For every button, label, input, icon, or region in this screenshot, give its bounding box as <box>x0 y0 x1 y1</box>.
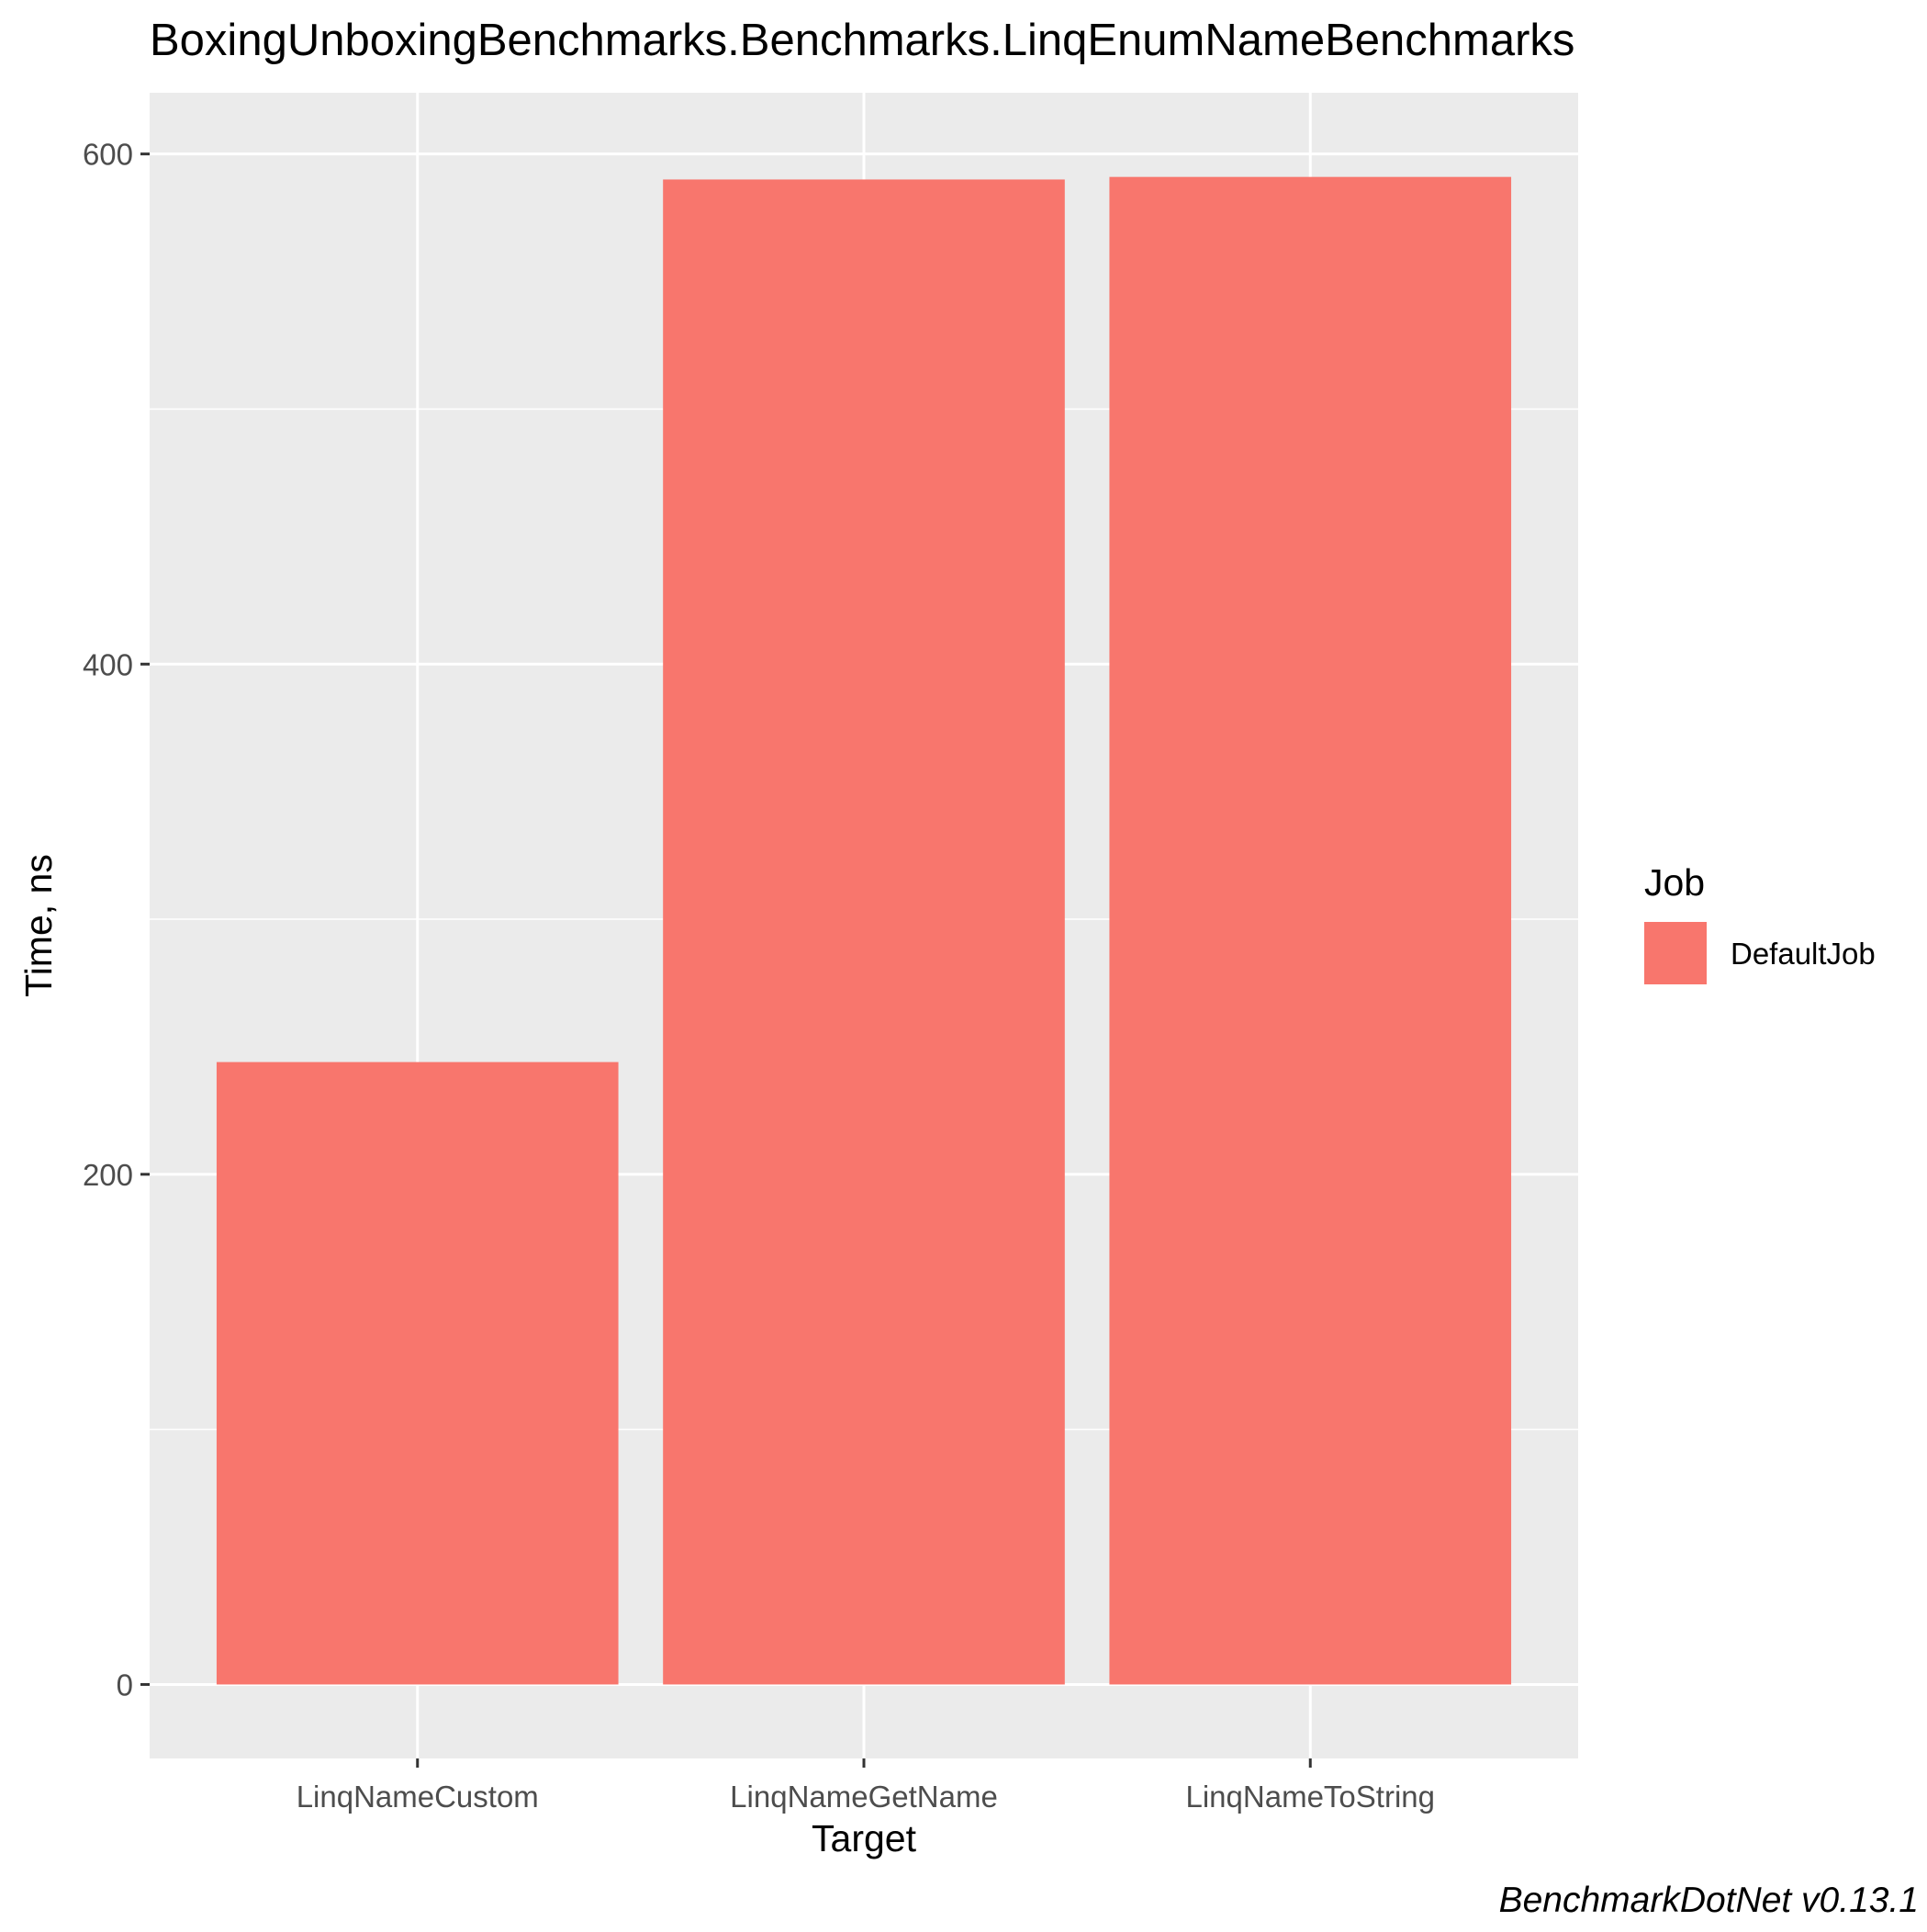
y-tick-label: 200 <box>83 1158 133 1192</box>
x-axis-label: Target <box>812 1817 917 1859</box>
bar <box>216 1061 619 1685</box>
y-tick-label: 0 <box>117 1668 133 1702</box>
x-tick-label: LinqNameToString <box>1186 1780 1435 1814</box>
chart-title: BoxingUnboxingBenchmarks.Benchmarks.Linq… <box>150 16 1574 65</box>
legend-key-default-job <box>1644 922 1707 984</box>
y-tick-label: 400 <box>83 647 133 681</box>
legend-entry-label: DefaultJob <box>1731 937 1876 971</box>
y-tick-label: 600 <box>83 138 133 172</box>
bars-group <box>216 176 1512 1685</box>
x-axis: LinqNameCustom LinqNameGetName LinqNameToS… <box>297 1758 1435 1814</box>
y-axis-label: Time, ns <box>17 854 60 997</box>
chart-caption: BenchmarkDotNet v0.13.1 <box>1499 1881 1919 1920</box>
bar <box>1109 176 1512 1685</box>
bar <box>663 179 1065 1685</box>
x-tick-label: LinqNameCustom <box>297 1780 539 1814</box>
y-axis: 0 200 400 600 <box>83 138 150 1702</box>
legend: Job DefaultJob <box>1644 861 1876 984</box>
x-tick-label: LinqNameGetName <box>730 1780 998 1814</box>
legend-title: Job <box>1644 861 1705 904</box>
